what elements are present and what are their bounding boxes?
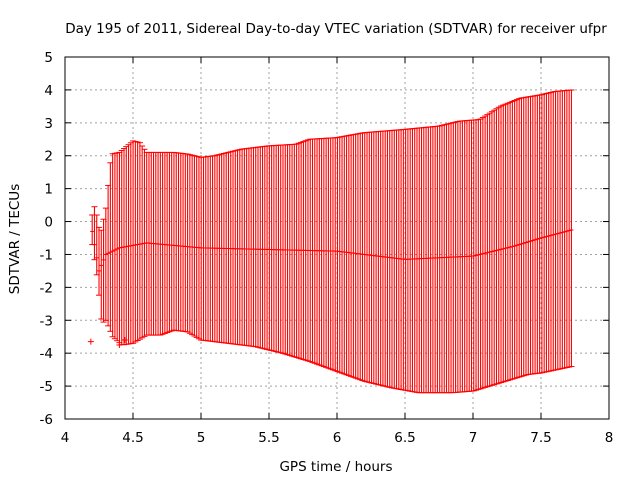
y-axis-label: SDTVAR / TECUs [7, 184, 23, 294]
x-tick-label: 5 [197, 430, 206, 446]
y-tick-label: -3 [40, 313, 53, 329]
y-tick-label: -5 [40, 379, 53, 395]
x-tick-label: 5.5 [258, 430, 279, 446]
chart-title: Day 195 of 2011, Sidereal Day-to-day VTE… [65, 21, 607, 37]
y-tick-label: -6 [40, 412, 53, 428]
x-tick-label: 8 [605, 430, 614, 446]
y-tick-label: -4 [40, 346, 53, 362]
y-tick-label: 4 [44, 83, 53, 99]
x-tick-label: 6.5 [394, 430, 415, 446]
y-tick-label: 0 [44, 215, 53, 231]
x-tick-label: 4.5 [122, 430, 143, 446]
x-tick-label: 6 [333, 430, 342, 446]
outlier-point [116, 341, 123, 348]
y-tick-label: -2 [40, 280, 53, 296]
y-tick-label: 5 [44, 50, 53, 66]
y-tick-label: -1 [40, 247, 53, 263]
x-tick-label: 7 [469, 430, 478, 446]
x-tick-label: 4 [61, 430, 70, 446]
mean-markers [87, 229, 574, 348]
y-tick-label: 2 [44, 149, 53, 165]
outlier-point [121, 337, 128, 344]
x-tick-label: 7.5 [530, 430, 551, 446]
y-tick-label: 1 [44, 182, 53, 198]
outlier-point [87, 338, 94, 345]
axis-ticks: 4 4.5 5 5.5 6 6.5 7 7.5 8 -6 -5 -4 -3 -2 -1 0 1 2 3 4 5 [40, 50, 614, 446]
error-bars [89, 89, 575, 394]
y-tick-label: 3 [44, 116, 53, 132]
x-axis-label: GPS time / hours [279, 459, 392, 475]
